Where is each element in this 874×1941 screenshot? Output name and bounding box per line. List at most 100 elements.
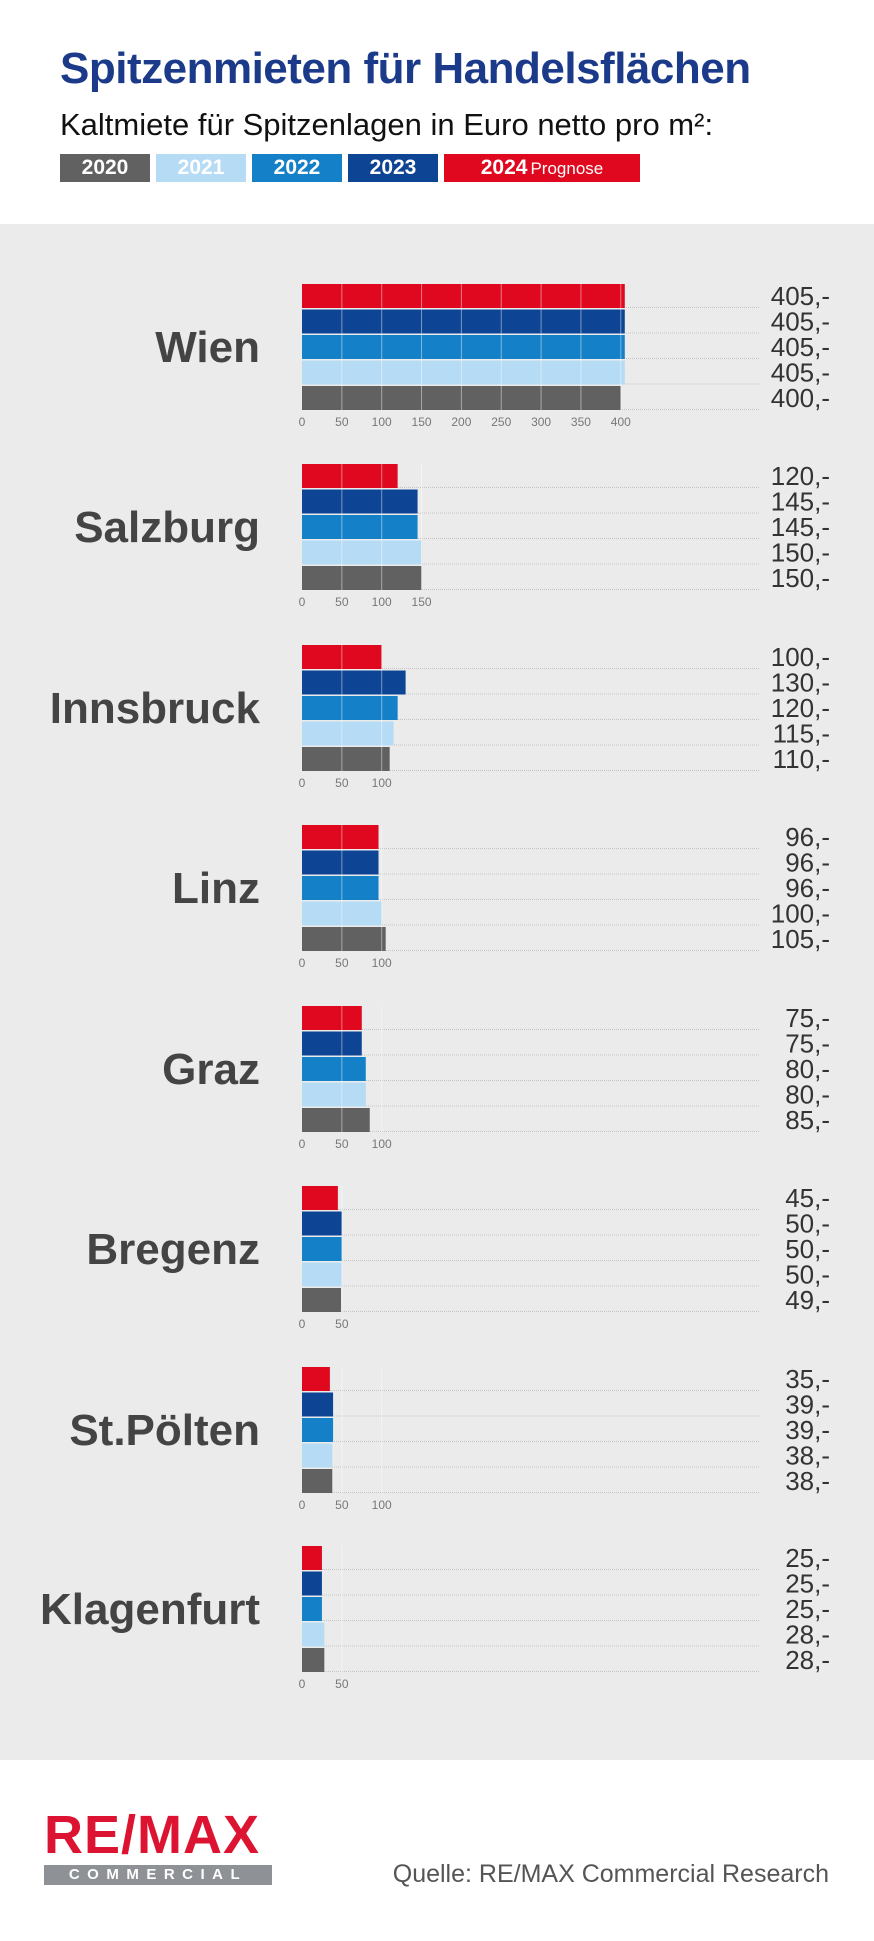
tick-label: 200: [451, 415, 471, 429]
bar-graz-2024: [302, 1006, 362, 1030]
legend-item-2024: 2024 Prognose: [444, 154, 640, 182]
tick-label: 0: [299, 776, 306, 790]
value-label-innsbruck-2021: 115,-: [773, 719, 830, 749]
logo-wordmark: RE/MAX: [44, 1805, 261, 1865]
remax-logo: RE/MAX COMMERCIAL: [44, 1805, 280, 1885]
bar-salzburg-2020: [302, 566, 422, 590]
tick-label: 100: [372, 415, 392, 429]
value-label-salzburg-2024: 120,-: [771, 461, 830, 491]
tick-label: 100: [372, 595, 392, 609]
legend-sublabel: Prognose: [530, 159, 604, 178]
header: Spitzenmieten für Handelsflächen Kaltmie…: [0, 0, 874, 224]
value-label-salzburg-2020: 150,-: [771, 563, 830, 593]
bar-salzburg-2024: [302, 464, 398, 488]
bar-linz-2024: [302, 825, 379, 849]
bar-chart: 405,-405,-405,-405,-400,-0 50 100 150 200 250…: [40, 281, 830, 1691]
bar-innsbruck-2024: [302, 645, 382, 669]
value-label-innsbruck-2024: 100,-: [771, 642, 830, 672]
bar-wien-2022: [302, 335, 625, 359]
value-label-stplten-2022: 39,-: [785, 1415, 830, 1445]
city-label-bregenz: Bregenz: [86, 1225, 260, 1274]
tick-label: 0: [299, 595, 306, 609]
bar-stplten-2024: [302, 1367, 330, 1391]
value-label-graz-2024: 75,-: [785, 1003, 830, 1033]
tick-label: 50: [335, 1498, 349, 1512]
bar-graz-2021: [302, 1082, 366, 1107]
bar-linz-2022: [302, 876, 379, 900]
value-label-stplten-2021: 38,-: [785, 1441, 830, 1471]
legend-label: 2024: [480, 156, 528, 179]
value-label-linz-2024: 96,-: [785, 822, 830, 852]
tick-label: 0: [299, 956, 306, 970]
bar-stplten-2021: [302, 1443, 333, 1468]
bar-graz-2022: [302, 1057, 366, 1081]
city-label-wien: Wien: [155, 323, 260, 372]
value-label-bregenz-2023: 50,-: [785, 1209, 830, 1239]
value-label-salzburg-2023: 145,-: [771, 487, 830, 517]
tick-label: 100: [372, 776, 392, 790]
legend-item-2021: 2021: [156, 154, 246, 182]
value-label-graz-2020: 85,-: [785, 1105, 830, 1135]
value-label-stplten-2024: 35,-: [785, 1364, 830, 1394]
bar-salzburg-2021: [302, 540, 422, 565]
value-label-salzburg-2022: 145,-: [771, 512, 830, 542]
value-label-bregenz-2022: 50,-: [785, 1234, 830, 1264]
bar-bregenz-2020: [302, 1288, 342, 1312]
tick-label: 50: [335, 956, 349, 970]
tick-label: 0: [299, 415, 306, 429]
footer: RE/MAX COMMERCIAL Quelle: RE/MAX Commerc…: [0, 1760, 874, 1941]
tick-label: 50: [335, 1317, 349, 1331]
bar-stplten-2020: [302, 1469, 333, 1493]
tick-label: 150: [412, 595, 432, 609]
value-label-wien-2023: 405,-: [771, 307, 830, 337]
bar-linz-2023: [302, 850, 379, 875]
bar-innsbruck-2023: [302, 670, 406, 695]
legend-label: 2021: [177, 156, 225, 179]
bar-klagenfurt-2020: [302, 1648, 325, 1672]
value-label-bregenz-2024: 45,-: [785, 1183, 830, 1213]
bar-linz-2021: [302, 901, 382, 926]
legend-item-2020: 2020: [60, 154, 150, 182]
tick-label: 100: [372, 956, 392, 970]
value-label-graz-2022: 80,-: [785, 1054, 830, 1084]
bar-innsbruck-2021: [302, 721, 394, 746]
bar-wien-2023: [302, 309, 625, 334]
legend-label: 2023: [369, 156, 417, 179]
bar-graz-2023: [302, 1031, 362, 1056]
bar-innsbruck-2022: [302, 696, 398, 720]
tick-label: 0: [299, 1677, 306, 1691]
bar-stplten-2023: [302, 1392, 334, 1417]
tick-label: 0: [299, 1137, 306, 1151]
bar-bregenz-2024: [302, 1186, 338, 1210]
tick-label: 0: [299, 1317, 306, 1331]
source-note: Quelle: RE/MAX Commercial Research: [392, 1860, 829, 1888]
city-label-innsbruck: Innsbruck: [50, 684, 261, 733]
legend-label: 2022: [273, 156, 321, 179]
value-label-klagenfurt-2024: 25,-: [785, 1543, 830, 1573]
value-label-bregenz-2020: 49,-: [785, 1285, 830, 1315]
logo-subline: COMMERCIAL: [44, 1865, 272, 1885]
legend-label: 2020: [81, 156, 129, 179]
value-label-stplten-2020: 38,-: [785, 1466, 830, 1496]
value-label-bregenz-2021: 50,-: [785, 1260, 830, 1290]
tick-label: 50: [335, 1137, 349, 1151]
value-label-linz-2020: 105,-: [771, 924, 830, 954]
bar-klagenfurt-2021: [302, 1622, 325, 1647]
value-label-klagenfurt-2023: 25,-: [785, 1569, 830, 1599]
value-label-wien-2020: 400,-: [771, 383, 830, 413]
bar-graz-2020: [302, 1108, 370, 1132]
value-label-salzburg-2021: 150,-: [771, 538, 830, 568]
value-label-linz-2022: 96,-: [785, 873, 830, 903]
value-label-graz-2021: 80,-: [785, 1080, 830, 1110]
bar-salzburg-2022: [302, 515, 418, 539]
value-label-graz-2023: 75,-: [785, 1029, 830, 1059]
bar-wien-2024: [302, 284, 625, 308]
value-label-wien-2021: 405,-: [771, 358, 830, 388]
bar-wien-2021: [302, 360, 625, 385]
tick-label: 300: [531, 415, 551, 429]
tick-label: 150: [412, 415, 432, 429]
bar-bregenz-2023: [302, 1211, 342, 1236]
bar-linz-2020: [302, 927, 386, 951]
value-label-wien-2024: 405,-: [771, 281, 830, 311]
value-label-wien-2022: 405,-: [771, 332, 830, 362]
